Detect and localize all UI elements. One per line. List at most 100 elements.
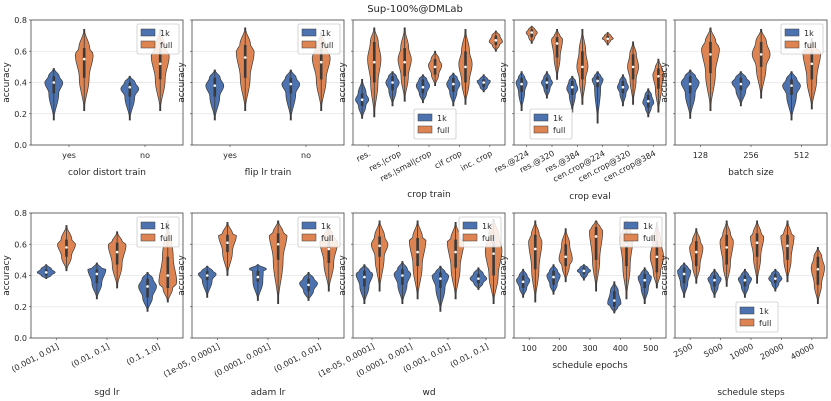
y-axis-label: accuracy <box>2 255 12 296</box>
panel-wd: accuracy(1e-05, 0.0001](0.0001, 0.001](0… <box>317 212 506 398</box>
violin-iqr-box <box>555 37 559 58</box>
legend-label-full: full <box>553 126 565 135</box>
panel-sgd-lr: 0.0 0.2 0.4 0.6 0.8 accuracy (0.001, 0.01] (0.0… <box>2 209 184 398</box>
y-axis-label: accuracy <box>660 62 670 103</box>
legend-swatch-full <box>140 233 156 242</box>
x-tick-label: (0.01, 0.1] <box>449 342 490 370</box>
y-tick-label: 0.2 <box>14 110 27 119</box>
violin-median <box>372 60 376 64</box>
violin-median <box>533 247 537 251</box>
violin-median <box>682 272 686 276</box>
violin-median <box>713 278 716 282</box>
violin-median <box>115 250 119 254</box>
legend-swatch-1k <box>140 221 156 230</box>
legend-label-full: full <box>437 126 449 135</box>
violin-iqr-box <box>786 234 789 260</box>
legend-label-1k: 1k <box>321 29 331 38</box>
violin-iqr-box <box>95 269 99 284</box>
legend-label-1k: 1k <box>482 222 492 231</box>
violin-iqr-box <box>682 267 686 284</box>
x-tick-label: no <box>301 151 311 160</box>
y-axis-label: accuracy <box>177 255 187 296</box>
violin-median <box>694 250 698 254</box>
x-axis-label: color distort train <box>68 168 146 178</box>
violin-iqr-box <box>694 241 698 267</box>
x-tick-label: 256 <box>743 151 758 160</box>
x-tick-label: 512 <box>794 151 809 160</box>
violin-median <box>454 250 457 254</box>
x-axis-label: wd <box>422 388 435 398</box>
violin-iqr-box <box>319 48 323 80</box>
y-axis-label: accuracy <box>338 62 348 103</box>
x-tick-label: 2500 <box>672 342 694 360</box>
x-axis-label: adam lr <box>251 388 286 398</box>
violin-median <box>520 82 523 86</box>
violin-median <box>276 242 280 246</box>
legend-swatch-1k <box>533 113 549 122</box>
violin-median <box>613 299 616 302</box>
violin-iqr-box <box>492 234 495 276</box>
x-axis-label: crop train <box>407 190 450 200</box>
violin-median <box>82 57 86 61</box>
panel-grid: 0.0 0.2 0.4 0.6 0.8 accuracy yes no color distor… <box>2 16 828 398</box>
violin-median <box>786 244 789 248</box>
violin-median <box>44 271 48 274</box>
y-tick-label: 0.4 <box>14 272 27 281</box>
x-tick-label: (0.01, 0.1] <box>70 342 111 370</box>
violin-iqr-box <box>276 233 280 260</box>
legend-swatch-full <box>301 40 317 49</box>
violin-iqr-box <box>613 291 616 307</box>
x-axis-label: crop eval <box>569 192 610 202</box>
violin-median <box>477 277 480 280</box>
legend-box <box>780 23 824 55</box>
legend-swatch-1k <box>462 221 478 230</box>
legend-label-full: full <box>759 319 771 328</box>
y-axis-label: accuracy <box>499 255 509 296</box>
legend-swatch-1k <box>417 113 433 122</box>
x-tick-label: (0.0001, 0.001] <box>213 342 272 379</box>
violin-median <box>564 255 567 259</box>
violin-median <box>774 277 777 280</box>
violin-median <box>725 246 728 249</box>
legend-swatch-full <box>533 125 549 134</box>
y-tick-label: 0.2 <box>14 303 27 312</box>
panel-color-distort-train: 0.0 0.2 0.4 0.6 0.8 accuracy yes no color distor… <box>2 16 184 178</box>
violin-median <box>759 53 763 56</box>
violin-median <box>391 81 394 84</box>
violin-median <box>810 62 814 66</box>
violin-iqr-box <box>439 272 442 288</box>
legend-swatch-full <box>417 125 433 134</box>
x-tick-label: yes <box>223 151 237 160</box>
violin-median <box>205 274 209 277</box>
x-tick-label: res. <box>355 149 372 164</box>
violin-median <box>243 56 247 59</box>
x-tick-label: 10000 <box>728 342 755 362</box>
violin-median <box>378 244 381 248</box>
violin-iqr-box <box>790 79 793 95</box>
violin-median <box>65 246 68 249</box>
violin-median <box>433 65 437 69</box>
violin-median <box>552 275 555 279</box>
violin-median <box>360 98 364 101</box>
violin-median <box>166 274 170 277</box>
x-axis-label: schedule steps <box>717 388 785 398</box>
violin-median <box>621 85 625 89</box>
x-axis-label: schedule epochs <box>552 361 628 371</box>
x-tick-label: yes <box>62 151 76 160</box>
x-tick-label: 300 <box>582 344 597 353</box>
legend-box <box>619 216 663 248</box>
axes-frame <box>30 19 184 146</box>
y-tick-label: 0.6 <box>14 47 27 56</box>
x-axis-label: flip lr train <box>245 168 292 178</box>
x-tick-label: 400 <box>613 344 628 353</box>
y-axis-label: accuracy <box>499 62 509 103</box>
violin-iqr-box <box>564 244 567 267</box>
panel-flip-lr-train: accuracy yes no flip lr train 1k full <box>177 19 345 178</box>
legend-swatch-full <box>739 318 755 327</box>
violin-iqr-box <box>213 77 217 97</box>
panel-schedule-steps: accuracy 2500 5000 10000 20000 40000 schedule … <box>660 212 828 398</box>
legend-box <box>735 301 779 333</box>
violin-median <box>482 81 486 84</box>
